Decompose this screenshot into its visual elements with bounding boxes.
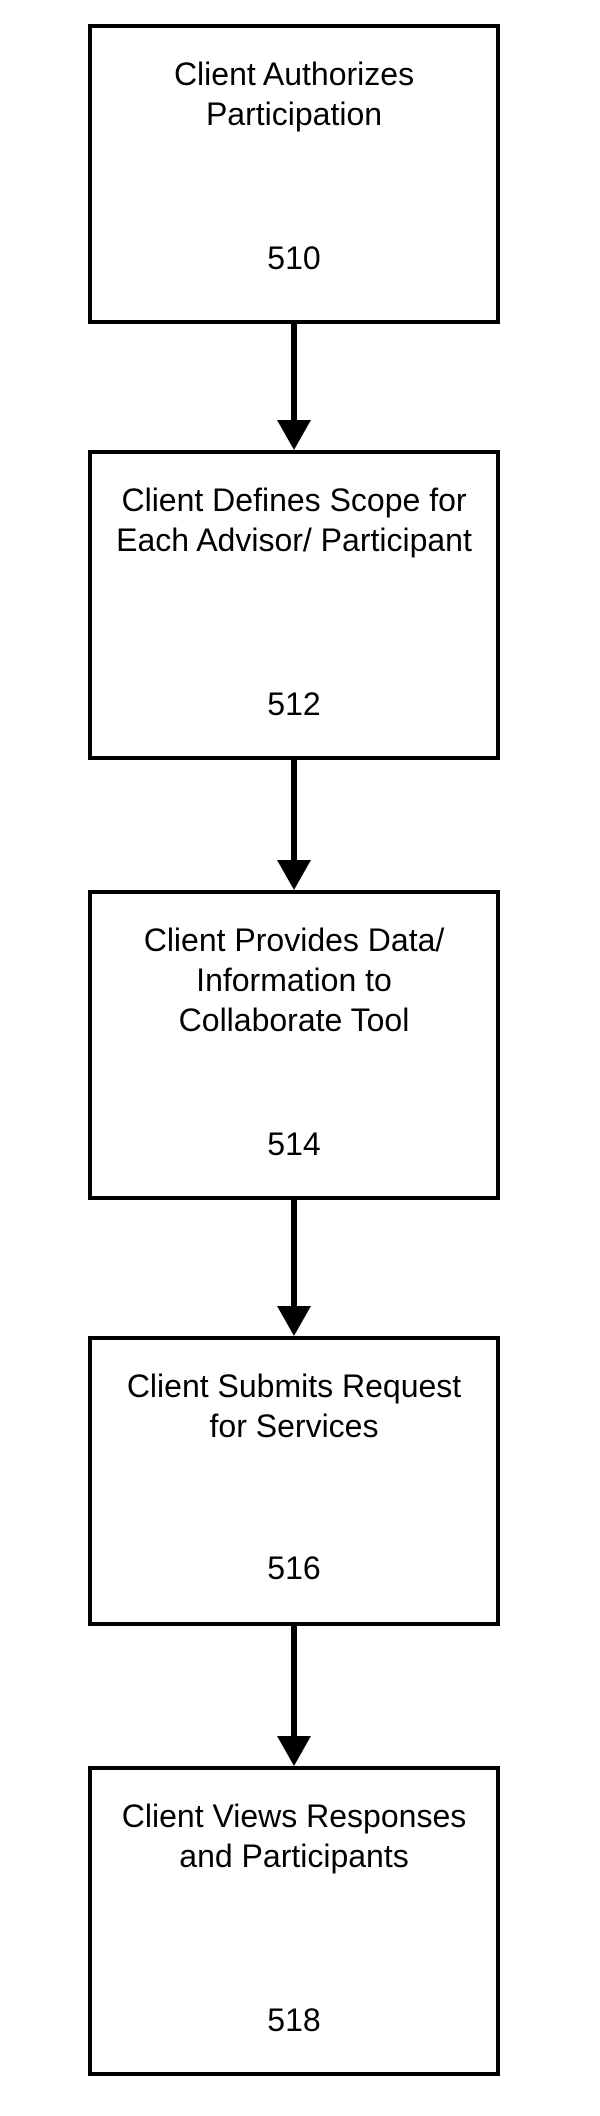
flow-edge (277, 1626, 311, 1766)
arrow-down-icon (277, 420, 311, 450)
arrow-shaft (291, 324, 297, 422)
flow-edge (277, 1200, 311, 1336)
flow-node-label: Client Views Responses and Participants (92, 1796, 496, 1876)
flow-node-number: 512 (92, 686, 496, 723)
arrow-shaft (291, 1200, 297, 1308)
flowchart-canvas: Client Authorizes Participation 510 Clie… (0, 0, 600, 2116)
arrow-down-icon (277, 860, 311, 890)
flow-node-number: 514 (92, 1126, 496, 1163)
flow-edge (277, 324, 311, 450)
flow-node-label: Client Defines Scope for Each Advisor/ P… (92, 480, 496, 560)
arrow-shaft (291, 1626, 297, 1738)
flow-node-label: Client Authorizes Participation (92, 54, 496, 134)
flow-node-518: Client Views Responses and Participants … (88, 1766, 500, 2076)
flow-node-514: Client Provides Data/ Information to Col… (88, 890, 500, 1200)
flow-edge (277, 760, 311, 890)
arrow-shaft (291, 760, 297, 862)
arrow-down-icon (277, 1306, 311, 1336)
flow-node-516: Client Submits Request for Services 516 (88, 1336, 500, 1626)
arrow-down-icon (277, 1736, 311, 1766)
flow-node-number: 510 (92, 240, 496, 277)
flow-node-label: Client Provides Data/ Information to Col… (92, 920, 496, 1040)
flow-node-number: 516 (92, 1550, 496, 1587)
flow-node-label: Client Submits Request for Services (92, 1366, 496, 1446)
flow-node-510: Client Authorizes Participation 510 (88, 24, 500, 324)
flow-node-number: 518 (92, 2002, 496, 2039)
flow-node-512: Client Defines Scope for Each Advisor/ P… (88, 450, 500, 760)
